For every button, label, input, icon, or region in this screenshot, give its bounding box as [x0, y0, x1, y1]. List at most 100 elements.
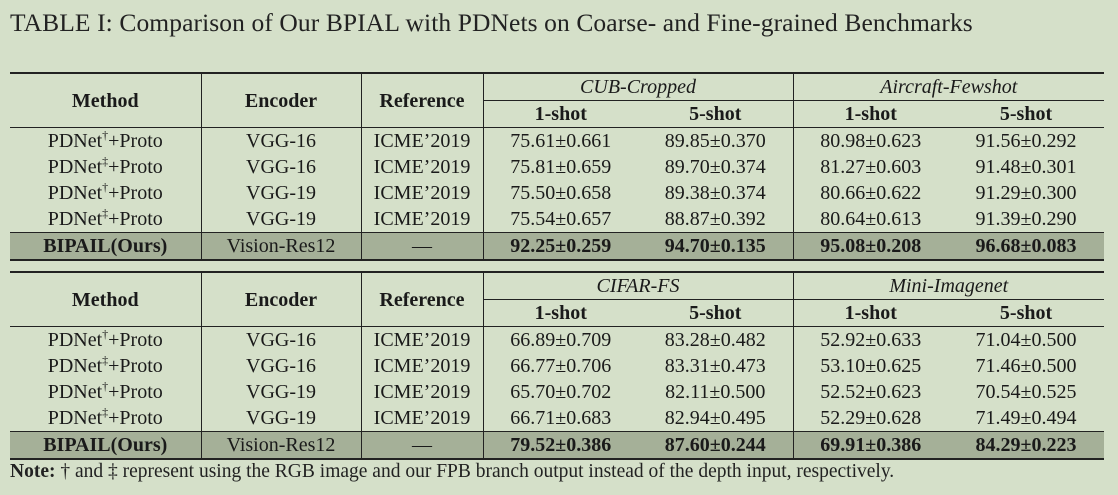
method-mark: †: [102, 180, 109, 194]
header-row-2: 1-shot 5-shot 1-shot 5-shot: [10, 299, 1104, 327]
note-text: † and ‡ represent using the RGB image an…: [60, 461, 895, 482]
ours-row: BIPAIL(Ours) Vision-Res12—79.52±0.386 87.6…: [10, 431, 1105, 460]
encoder-cell: Vision-Res12: [201, 431, 362, 460]
value-cell: 79.52±0.386: [483, 431, 638, 460]
value-cell: 91.39±0.290: [975, 208, 1077, 230]
method-name: PDNet: [47, 156, 103, 178]
table-row: PDNet‡+Proto VGG-19 ICME’2019 66.71±0.683 82…: [10, 405, 1104, 432]
dataset-header-cifar: CIFAR-FS: [483, 272, 794, 300]
reference-cell: ICME’2019: [361, 405, 484, 432]
value-cell: 52.52±0.623: [820, 381, 922, 403]
table-body: PDNet†+Proto VGG-16 ICME’2019 66.89±0.709 83…: [10, 326, 1105, 460]
reference-cell: ICME’2019: [361, 180, 484, 206]
method-mark: †: [102, 128, 109, 142]
value-cell: 92.25±0.259: [483, 232, 638, 261]
method-name: PDNet: [47, 407, 103, 429]
header-1shot: 1-shot: [844, 103, 897, 125]
value-cell: 80.98±0.623: [793, 127, 949, 154]
encoder-cell: VGG-19: [201, 206, 362, 233]
method-mark: ‡: [102, 405, 109, 419]
value-cell: 91.29±0.300: [975, 182, 1077, 204]
header-5shot: 5-shot: [999, 103, 1053, 125]
table-row: PDNet‡+Proto VGG-16 ICME’2019 66.77±0.706 83…: [10, 353, 1104, 379]
encoder-cell: VGG-16: [201, 154, 362, 180]
value-cell: 75.50±0.658: [510, 182, 612, 204]
reference-cell: ICME’2019: [361, 353, 484, 379]
value-cell: 69.91±0.386: [793, 431, 949, 460]
method-suffix: +Proto: [108, 130, 163, 152]
value-cell: 83.28±0.482: [638, 326, 794, 353]
table-row: PDNet†+Proto VGG-16 ICME’2019 75.61±0.661 89…: [10, 127, 1105, 154]
value-cell: 96.68±0.083: [948, 232, 1105, 261]
value-cell: 80.66±0.622: [820, 182, 922, 204]
value-cell: 71.49±0.494: [975, 407, 1077, 429]
header-row-1: Method Encoder Reference CUB-Cropped Air…: [10, 73, 1105, 128]
table-body: PDNet†+Proto VGG-16 ICME’2019 75.61±0.661 89…: [10, 127, 1105, 261]
value-cell: 75.54±0.657: [510, 208, 612, 230]
encoder-cell: VGG-19: [201, 405, 362, 432]
value-cell: 75.81±0.659: [510, 156, 612, 178]
encoder-cell: VGG-16: [201, 127, 362, 154]
method-name: PDNet: [47, 355, 103, 377]
method-cell: PDNet‡+Proto: [10, 154, 202, 180]
table-caption: TABLE I: Comparison of Our BPIAL with PD…: [10, 8, 973, 37]
method-mark: ‡: [102, 353, 109, 367]
reference-cell: —: [361, 232, 484, 261]
method-cell: BIPAIL(Ours): [10, 431, 202, 460]
value-cell: 94.70±0.135: [638, 232, 794, 261]
method-mark: ‡: [102, 206, 109, 220]
value-cell: 84.29±0.223: [948, 431, 1105, 460]
value-cell: 70.54±0.525: [975, 381, 1077, 403]
method-cell: PDNet‡+Proto: [10, 206, 202, 233]
encoder-cell: VGG-16: [201, 353, 362, 379]
reference-cell: ICME’2019: [361, 127, 484, 154]
value-cell: 66.71±0.683: [510, 407, 612, 429]
ours-row: BIPAIL(Ours) Vision-Res12—92.25±0.259 94.7…: [10, 232, 1105, 261]
method-cell: BIPAIL(Ours): [10, 232, 202, 261]
header-row-1: Method Encoder Reference CIFAR-FS Mini-I…: [10, 272, 1105, 327]
method-name: PDNet: [47, 130, 103, 152]
table-row: PDNet†+Proto VGG-16 ICME’2019 66.89±0.709 83…: [10, 326, 1105, 353]
reference-cell: ICME’2019: [361, 379, 484, 405]
method-name: PDNet: [47, 381, 103, 403]
method-suffix: +Proto: [108, 407, 163, 429]
method-suffix: +Proto: [108, 208, 163, 230]
value-cell: 87.60±0.244: [638, 431, 794, 460]
value-cell: 65.70±0.702: [510, 381, 612, 403]
value-cell: 91.48±0.301: [975, 156, 1077, 178]
value-cell: 82.94±0.495: [638, 405, 794, 432]
value-cell: 89.85±0.370: [638, 127, 794, 154]
value-cell: 71.04±0.500: [948, 326, 1105, 353]
value-cell: 71.46±0.500: [975, 355, 1077, 377]
header-encoder: Encoder: [201, 73, 362, 128]
header-5shot: 5-shot: [638, 100, 794, 128]
table-row: PDNet‡+Proto VGG-19 ICME’2019 75.54±0.657 88…: [10, 206, 1104, 233]
table-row: PDNet‡+Proto VGG-16 ICME’2019 75.81±0.659 89…: [10, 154, 1104, 180]
header-5shot: 5-shot: [638, 299, 794, 327]
method-cell: PDNet‡+Proto: [10, 353, 202, 379]
value-cell: 83.31±0.473: [638, 353, 794, 379]
header-method: Method: [10, 73, 202, 128]
value-cell: 89.70±0.374: [638, 154, 794, 180]
value-cell: 53.10±0.625: [820, 355, 922, 377]
value-cell: 80.64±0.613: [820, 208, 922, 230]
method-name: PDNet: [47, 208, 103, 230]
table-row: PDNet†+Proto VGG-19 ICME’2019 65.70±0.702 82…: [10, 379, 1104, 405]
encoder-cell: VGG-19: [201, 180, 362, 206]
header-1shot: 1-shot: [534, 302, 587, 324]
method-cell: PDNet†+Proto: [10, 326, 202, 353]
header-5shot: 5-shot: [999, 302, 1053, 324]
encoder-cell: VGG-19: [201, 379, 362, 405]
value-cell: 75.61±0.661: [483, 127, 638, 154]
method-name: PDNet: [47, 329, 103, 351]
encoder-cell: VGG-16: [201, 326, 362, 353]
method-suffix: +Proto: [108, 156, 163, 178]
method-suffix: +Proto: [108, 329, 163, 351]
value-cell: 91.56±0.292: [948, 127, 1105, 154]
header-reference: Reference: [361, 272, 484, 327]
method-mark: ‡: [102, 154, 109, 168]
value-cell: 66.89±0.709: [483, 326, 638, 353]
value-cell: 88.87±0.392: [638, 206, 794, 233]
dataset-header-miniimagenet: Mini-Imagenet: [793, 272, 1105, 300]
header-encoder: Encoder: [201, 272, 362, 327]
